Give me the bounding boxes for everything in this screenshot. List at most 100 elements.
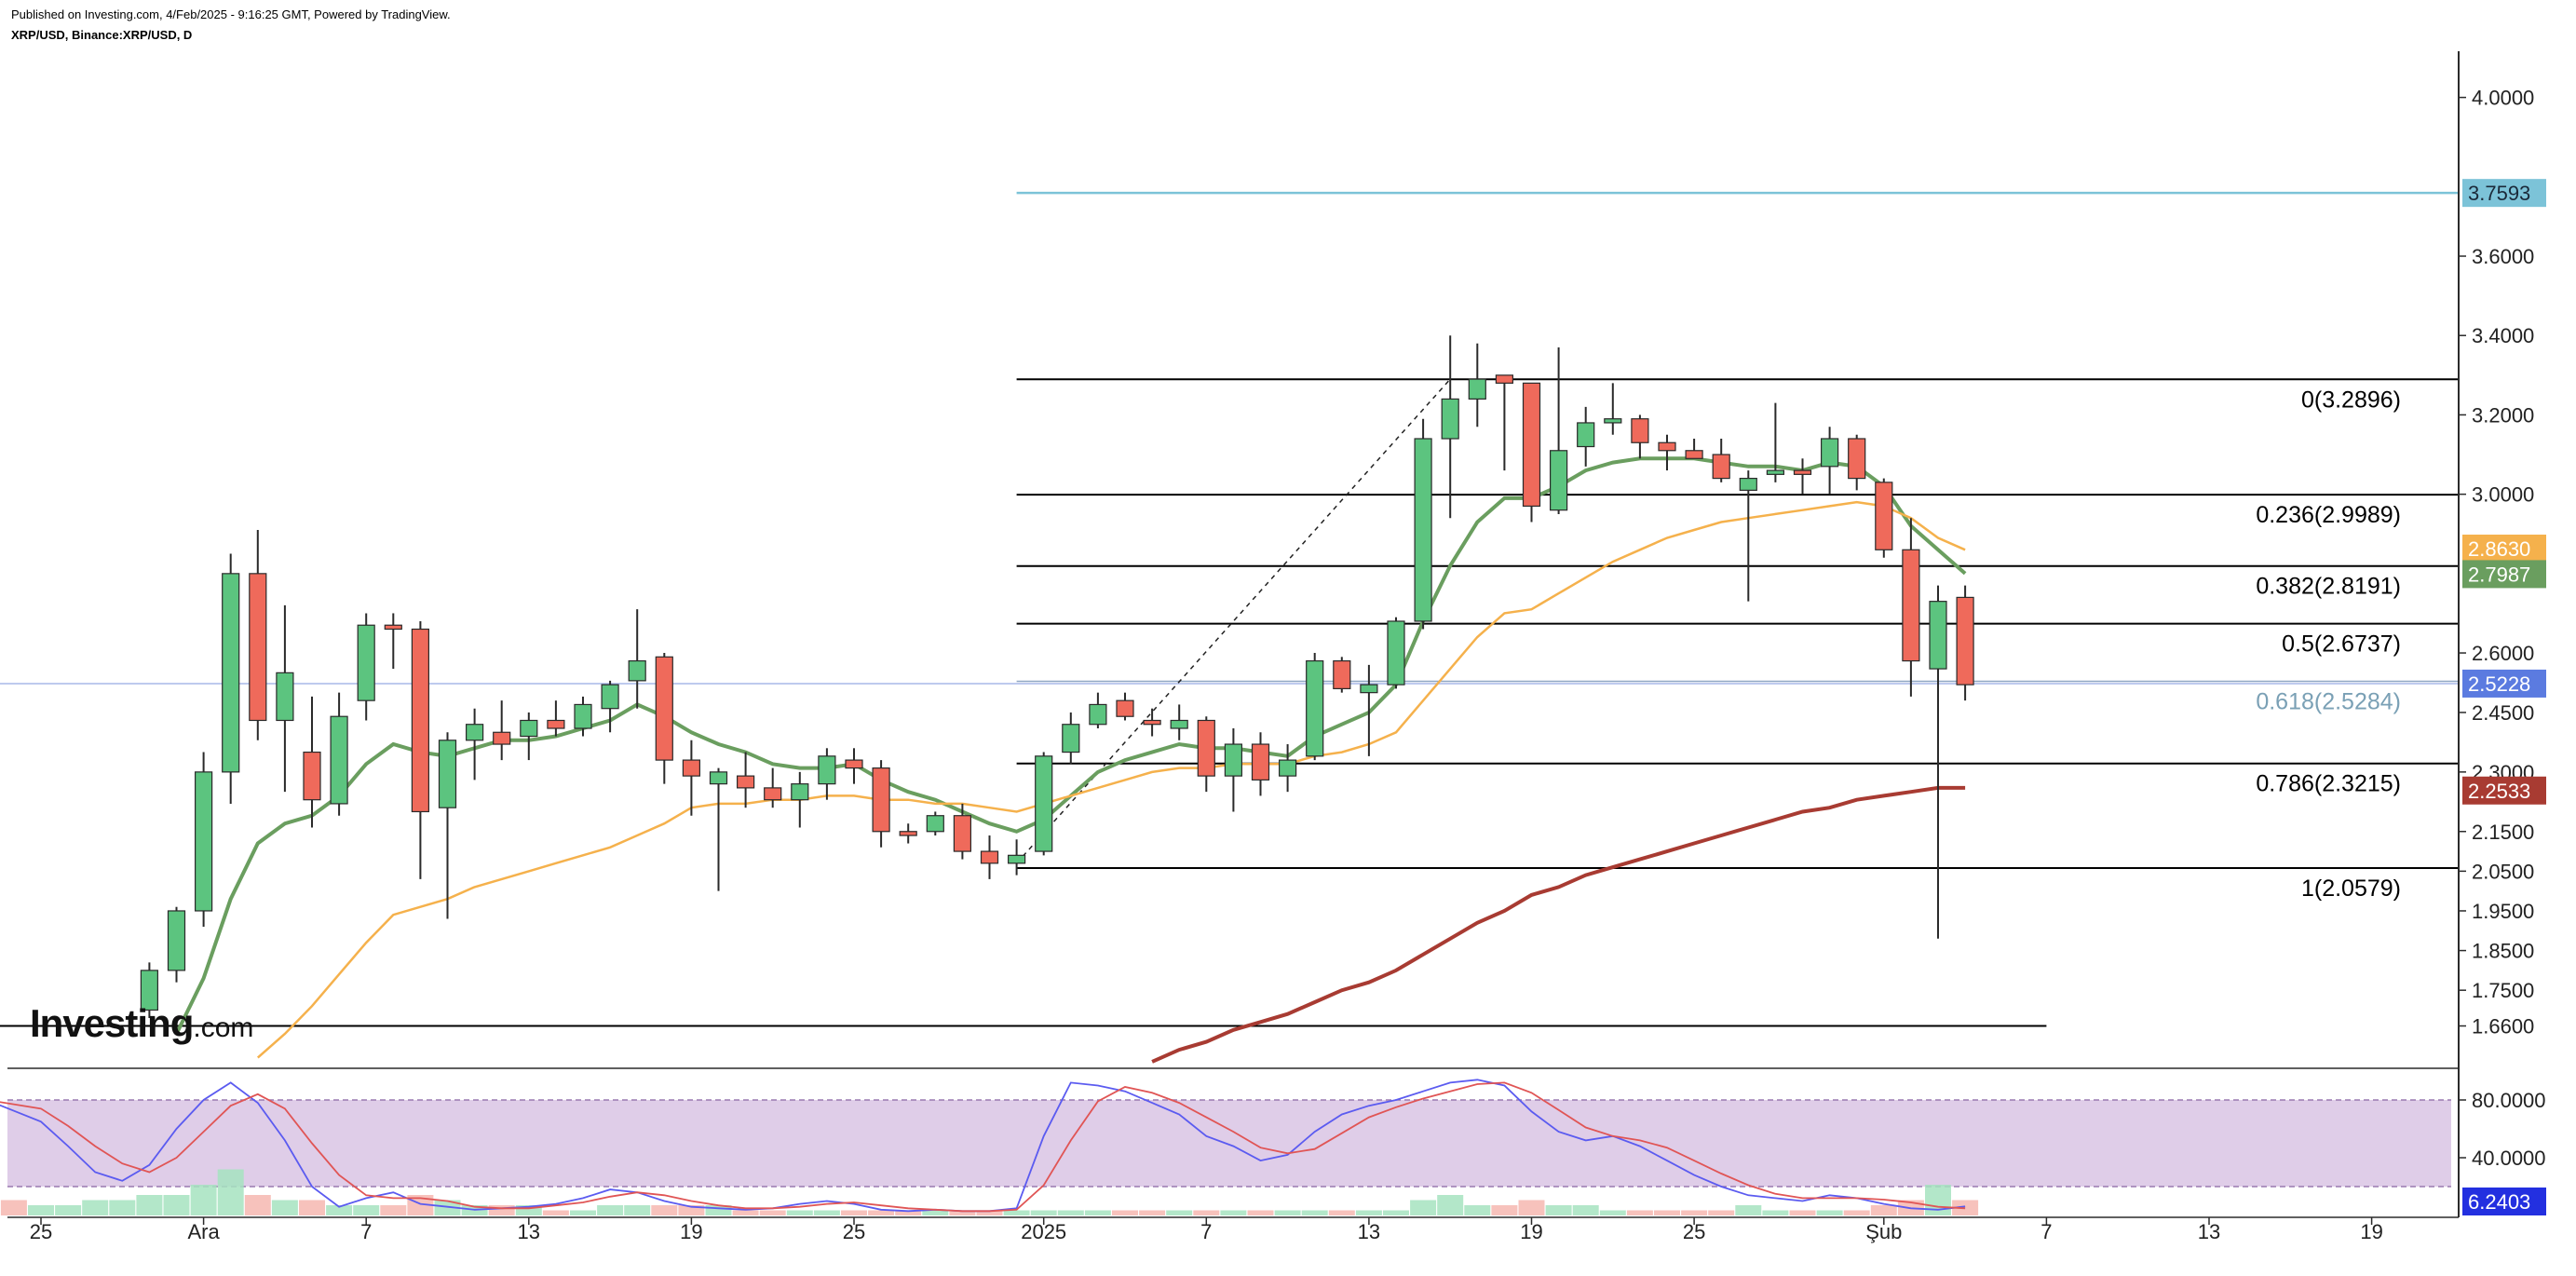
candle-body	[764, 787, 782, 801]
candle-body	[899, 831, 917, 836]
volume-bar	[732, 1210, 759, 1215]
price-label-box	[2462, 560, 2546, 589]
candle-body	[1306, 659, 1324, 757]
volume-bar	[353, 1205, 380, 1215]
candle-body	[1929, 601, 1947, 670]
fib-level-label: 1(2.0579)	[2301, 876, 2401, 902]
candle-body	[1224, 743, 1243, 777]
candle-body	[303, 751, 321, 801]
oscillator-band	[7, 1100, 2451, 1187]
fib-level-label: 0(3.2896)	[2301, 387, 2401, 413]
volume-bar	[1057, 1210, 1084, 1215]
volume-bar	[326, 1205, 353, 1215]
volume-bar	[1626, 1210, 1653, 1215]
volume-bar	[1572, 1205, 1599, 1215]
published-caption: Published on Investing.com, 4/Feb/2025 -…	[11, 7, 451, 21]
candle-body	[1793, 469, 1812, 475]
candle-body	[493, 731, 511, 745]
candle-body	[547, 719, 565, 729]
candle-body	[1766, 469, 1785, 475]
volume-bar	[570, 1210, 596, 1215]
volume-bar	[109, 1200, 136, 1215]
candle-body	[1197, 719, 1215, 777]
candle-body	[1387, 620, 1405, 686]
volume-bar	[28, 1205, 54, 1215]
volume-bar	[434, 1200, 461, 1215]
candle-body	[1875, 482, 1893, 550]
time-tick-label: 7	[2040, 1220, 2052, 1243]
candle-body	[736, 775, 755, 789]
price-tick-label: 2.6000	[2472, 642, 2534, 665]
volume-bar	[1816, 1210, 1843, 1215]
price-label-box	[2462, 179, 2546, 208]
oscillator-value-box	[2462, 1188, 2546, 1215]
candle-body	[1820, 438, 1839, 468]
candle-body	[601, 684, 619, 710]
candle-body	[1739, 477, 1757, 491]
candle-body	[791, 783, 809, 801]
candle-body	[249, 573, 267, 722]
volume-bar	[1599, 1210, 1626, 1215]
candle-body	[1360, 684, 1378, 694]
volume-bar	[1925, 1185, 1951, 1215]
price-tick-label: 2.4500	[2472, 701, 2534, 725]
time-tick-label: 19	[1520, 1220, 1542, 1243]
time-tick-label: 25	[30, 1220, 52, 1243]
volume-bar	[1139, 1210, 1166, 1215]
oscillator-tick-label: 80.0000	[2472, 1089, 2546, 1112]
volume-bar	[1843, 1210, 1870, 1215]
stoch-d-line	[0, 1081, 1966, 1213]
volume-bar	[1193, 1210, 1220, 1215]
price-tick-label: 2.1500	[2472, 821, 2534, 844]
volume-bar	[1030, 1210, 1057, 1215]
logo-main: Investing	[30, 1001, 194, 1045]
volume-bar	[1437, 1195, 1464, 1215]
volume-bar	[163, 1195, 190, 1215]
fib-level-label: 0.618(2.5284)	[2256, 689, 2401, 715]
volume-bar	[651, 1205, 678, 1215]
candle-body	[628, 659, 646, 682]
volume-bar	[244, 1195, 271, 1215]
candle-body	[1170, 719, 1188, 729]
candle-body	[1631, 418, 1649, 443]
candle-body	[1468, 378, 1486, 400]
moving-average-line	[256, 500, 1966, 1059]
price-tick-label: 3.4000	[2472, 324, 2534, 347]
time-tick-label: 13	[2198, 1220, 2220, 1243]
candle-body	[330, 715, 348, 805]
candle-body	[1251, 743, 1270, 781]
time-tick-label: 7	[1200, 1220, 1212, 1243]
candle-body	[1333, 659, 1351, 689]
moving-average-line	[1151, 785, 1966, 1064]
fib-trend-line	[1016, 378, 1451, 864]
candle-body	[845, 759, 863, 769]
volume-bar	[1383, 1210, 1409, 1215]
volume-bar	[1084, 1210, 1111, 1215]
volume-bar	[597, 1205, 624, 1215]
candle-body	[1848, 438, 1866, 480]
candle-body	[1522, 382, 1541, 508]
volume-bar	[624, 1205, 651, 1215]
candle-body	[1902, 549, 1920, 662]
candle-body	[1116, 699, 1134, 717]
candle-body	[357, 624, 375, 701]
volume-bar	[868, 1210, 895, 1215]
volume-bar	[1762, 1210, 1789, 1215]
time-tick-label: 7	[360, 1220, 372, 1243]
volume-bar	[1491, 1205, 1518, 1215]
candle-body	[1441, 398, 1459, 440]
price-tick-label: 1.8500	[2472, 940, 2534, 963]
volume-bar	[976, 1210, 1003, 1215]
volume-bar	[841, 1210, 867, 1215]
candle-body	[1278, 759, 1297, 777]
candle-body	[872, 767, 890, 833]
price-tick-label: 1.7500	[2472, 979, 2534, 1002]
fib-level-label: 0.786(2.3215)	[2256, 771, 2401, 797]
candle-body	[953, 815, 972, 852]
candle-body	[1604, 418, 1622, 424]
volume-bar	[1789, 1210, 1816, 1215]
candle-body	[1414, 438, 1432, 622]
volume-bar	[136, 1195, 163, 1215]
candle-body	[1577, 422, 1595, 448]
